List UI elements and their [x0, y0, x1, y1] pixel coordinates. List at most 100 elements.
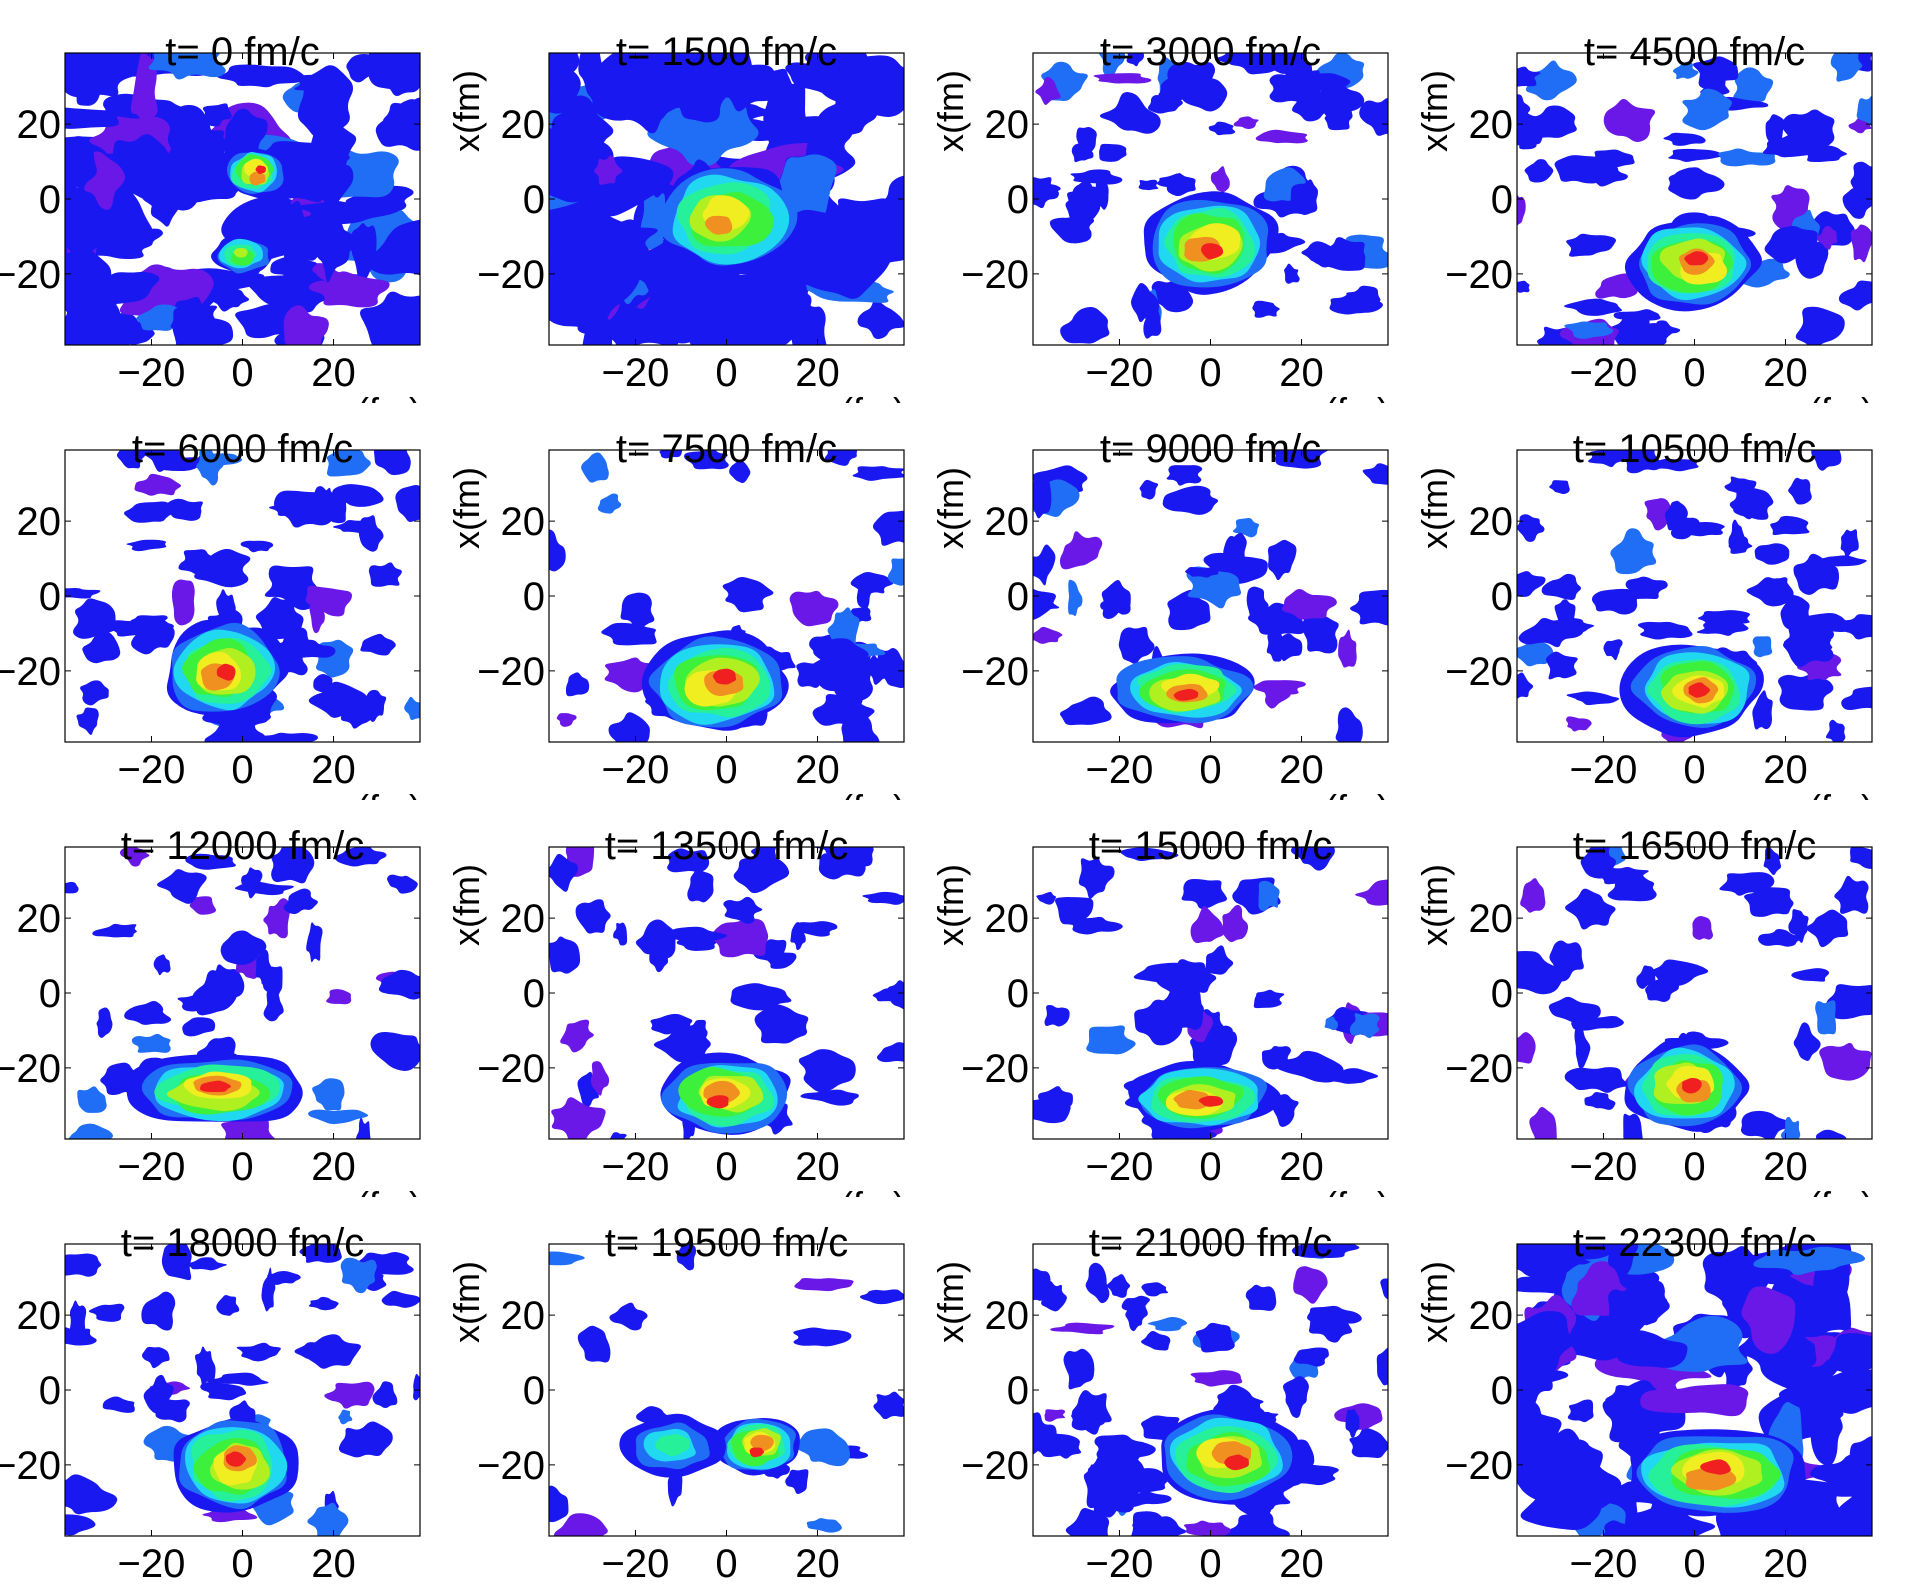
- background-patch: [1252, 300, 1280, 318]
- background-patch: [1106, 1274, 1131, 1298]
- background-patch: [1631, 1277, 1667, 1326]
- background-patch: [130, 53, 158, 127]
- background-patch: [65, 1327, 97, 1346]
- panel-title: t= 4500 fm/c: [1584, 30, 1805, 74]
- x-tick-label: 20: [311, 1145, 356, 1189]
- background-patch: [581, 452, 609, 483]
- background-patch: [1692, 56, 1739, 89]
- background-patch: [876, 175, 904, 235]
- background-patch: [824, 450, 858, 466]
- panel-plot: −20 0 20 20 0 −20 z(fm) t= 18000 fm/c: [0, 1221, 421, 1586]
- y-tick-label: 0: [523, 972, 545, 1016]
- background-patch: [1055, 897, 1094, 926]
- background-patch: [640, 186, 667, 263]
- background-patch: [383, 97, 420, 142]
- background-patch: [123, 501, 174, 523]
- x-tick-label: 20: [795, 351, 840, 395]
- background-patch: [208, 1372, 269, 1386]
- y-tick-label: 0: [1007, 178, 1029, 222]
- background-patch: [723, 896, 763, 924]
- background-patch: [1283, 53, 1313, 86]
- y-axis-label: x(fm): [930, 864, 971, 946]
- background-patch: [1078, 856, 1115, 899]
- background-patch: [1063, 1348, 1095, 1390]
- background-patch: [360, 291, 420, 345]
- background-patch: [794, 1278, 854, 1292]
- background-patch: [216, 1295, 240, 1316]
- contour-panel: −20 0 20 20 0 −20 x(fm) z(fm) t= 3000 fm/c: [930, 0, 1448, 463]
- background-patch: [623, 246, 707, 302]
- background-patch: [666, 926, 727, 942]
- label-clip-mask: [968, 800, 1448, 860]
- background-patch: [377, 53, 420, 96]
- background-patch: [1566, 691, 1620, 706]
- panel-title: t= 21000 fm/c: [1089, 1221, 1332, 1265]
- background-patch: [881, 661, 904, 688]
- background-patch: [590, 1061, 610, 1096]
- x-tick-label: −20: [602, 748, 670, 792]
- contour-panel: −20 0 20 20 0 −20 x(fm) z(fm) t= 9000 fm/c: [930, 397, 1448, 860]
- background-patch: [65, 136, 97, 188]
- background-patch: [667, 1468, 683, 1507]
- background-patch: [733, 854, 790, 894]
- y-axis-label: x(fm): [930, 70, 971, 152]
- label-clip-mask: [0, 1197, 480, 1257]
- y-tick-label: 20: [17, 1294, 62, 1338]
- background-patch: [308, 681, 368, 718]
- background-patch: [65, 53, 118, 78]
- background-patch: [1310, 237, 1366, 271]
- background-patch: [1517, 1032, 1536, 1064]
- plot-frame: [548, 1243, 905, 1537]
- y-tick-label: −20: [0, 1444, 61, 1488]
- background-patch: [370, 1031, 420, 1071]
- x-tick-label: 20: [311, 351, 356, 395]
- background-patch: [360, 633, 396, 656]
- background-patch: [1086, 1025, 1136, 1055]
- background-patch: [312, 1078, 345, 1111]
- background-patch: [1807, 145, 1847, 163]
- background-patch: [1335, 707, 1363, 742]
- y-axis-label: x(fm): [1414, 70, 1455, 152]
- background-patch: [613, 922, 628, 946]
- x-tick-label: 20: [1763, 748, 1808, 792]
- contour-panel: −20 0 20 20 0 −20 z(fm) t= 0 fm/c: [0, 0, 480, 463]
- background-patch: [549, 1485, 569, 1523]
- background-patch: [667, 848, 710, 873]
- contour-level: [1684, 251, 1709, 266]
- x-axis-label: z(fm): [1791, 787, 1873, 828]
- background-patch: [318, 487, 338, 507]
- background-patch: [800, 1089, 859, 1106]
- background-patch: [751, 847, 777, 864]
- background-patch: [729, 460, 751, 484]
- x-axis-label: z(fm): [339, 390, 421, 431]
- background-patch: [1302, 613, 1339, 654]
- background-patch: [1050, 1322, 1115, 1335]
- background-patch: [1517, 1428, 1599, 1502]
- contour-level: [712, 668, 737, 685]
- background-patch: [1762, 134, 1815, 158]
- contour-area: [65, 53, 420, 345]
- y-tick-label: −20: [961, 1444, 1029, 1488]
- panel-title: t= 10500 fm/c: [1573, 427, 1816, 471]
- x-tick-label: 0: [715, 351, 737, 395]
- x-tick-label: 20: [795, 748, 840, 792]
- background-patch: [1825, 719, 1846, 742]
- contour-level: [750, 1434, 774, 1451]
- background-patch: [1183, 1520, 1231, 1536]
- x-tick-label: 20: [1763, 1542, 1808, 1586]
- background-patch: [565, 672, 590, 697]
- y-tick-label: 20: [501, 103, 546, 147]
- background-patch: [1517, 672, 1534, 700]
- background-patch: [1764, 226, 1818, 264]
- x-tick-label: −20: [1570, 1145, 1638, 1189]
- background-patch: [1840, 529, 1859, 560]
- background-patch: [1232, 518, 1260, 538]
- panel-plot: −20 0 20 20 0 −20 x(fm) z(fm) t= 13500 fm/c: [446, 824, 964, 1257]
- background-patch: [1835, 1488, 1872, 1536]
- y-tick-label: 20: [985, 1294, 1030, 1338]
- background-patch: [221, 1116, 276, 1139]
- background-patch: [635, 919, 676, 959]
- background-patch: [1668, 167, 1725, 200]
- x-tick-label: −20: [118, 748, 186, 792]
- background-patch: [1059, 696, 1112, 726]
